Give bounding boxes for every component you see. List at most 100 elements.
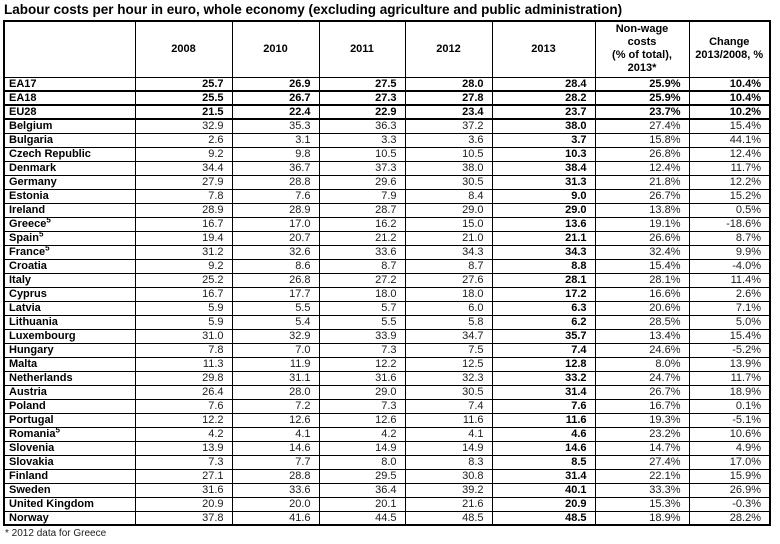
table-row: EU28 21.5 22.4 22.9 23.4 23.7 23.7% 10.2% [3, 104, 771, 120]
value-2011: 4.2 [318, 426, 406, 442]
col-header-nonwage-costs: Non-wage costs (% of total), 2013* [594, 20, 690, 78]
change-value: 13.9% [688, 356, 771, 372]
value-2013: 13.6 [491, 216, 596, 232]
table-row: Austria 26.4 28.0 29.0 30.5 31.4 26.7% 18.9% [3, 384, 771, 400]
value-2012: 38.0 [404, 160, 493, 176]
value-2008: 37.8 [134, 510, 233, 526]
change-value: 10.4% [688, 90, 771, 106]
value-2008: 16.7 [134, 216, 233, 232]
value-2013: 38.0 [491, 118, 596, 134]
value-2010: 12.6 [231, 412, 320, 428]
value-2013: 31.4 [491, 384, 596, 400]
nonwage-value: 13.8% [594, 202, 690, 218]
value-2011: 12.2 [318, 356, 406, 372]
nonwage-value: 28.5% [594, 314, 690, 330]
value-2012: 15.0 [404, 216, 493, 232]
value-2010: 20.7 [231, 230, 320, 246]
value-2008: 2.6 [134, 132, 233, 148]
nonwage-value: 23.2% [594, 426, 690, 442]
value-2008: 25.2 [134, 272, 233, 288]
value-2008: 11.3 [134, 356, 233, 372]
table-row: Czech Republic 9.2 9.8 10.5 10.5 10.3 26.8% 12.… [3, 146, 771, 162]
value-2010: 3.1 [231, 132, 320, 148]
value-2008: 32.9 [134, 118, 233, 134]
nonwage-value: 26.7% [594, 384, 690, 400]
nonwage-value: 25.9% [594, 76, 690, 92]
value-2008: 7.8 [134, 188, 233, 204]
value-2010: 7.6 [231, 188, 320, 204]
value-2010: 4.1 [231, 426, 320, 442]
value-2011: 3.3 [318, 132, 406, 148]
country-label: Bulgaria [3, 132, 136, 148]
nonwage-value: 14.7% [594, 440, 690, 456]
change-value: 10.2% [688, 104, 771, 120]
country-label: Cyprus [3, 286, 136, 302]
country-label: EU28 [3, 104, 136, 120]
value-2013: 8.5 [491, 454, 596, 470]
change-value: 28.2% [688, 510, 771, 526]
value-2012: 4.1 [404, 426, 493, 442]
value-2011: 12.6 [318, 412, 406, 428]
nonwage-value: 19.1% [594, 216, 690, 232]
value-2011: 33.9 [318, 328, 406, 344]
value-2011: 33.6 [318, 244, 406, 260]
value-2011: 28.7 [318, 202, 406, 218]
change-value: 5.0% [688, 314, 771, 330]
nonwage-value: 21.8% [594, 174, 690, 190]
value-2013: 40.1 [491, 482, 596, 498]
value-2010: 8.6 [231, 258, 320, 274]
footnote-marker: 5 [46, 217, 51, 225]
table-row: France5 31.2 32.6 33.6 34.3 34.3 32.4% 9.9% [3, 244, 771, 260]
value-2012: 23.4 [404, 104, 493, 120]
value-2010: 32.6 [231, 244, 320, 260]
value-2010: 41.6 [231, 510, 320, 526]
footnote-marker: 5 [38, 231, 44, 239]
value-2012: 32.3 [404, 370, 493, 386]
country-label: Malta [3, 356, 136, 372]
value-2013: 17.2 [491, 286, 596, 302]
value-2013: 11.6 [491, 412, 596, 428]
value-2011: 21.2 [318, 230, 406, 246]
table-row: Latvia 5.9 5.5 5.7 6.0 6.3 20.6% 7.1% [3, 300, 771, 316]
value-2010: 31.1 [231, 370, 320, 386]
country-label: Estonia [3, 188, 136, 204]
value-2013: 29.0 [491, 202, 596, 218]
value-2010: 26.8 [231, 272, 320, 288]
nonwage-value: 26.8% [594, 146, 690, 162]
value-2012: 27.6 [404, 272, 493, 288]
value-2013: 23.7 [491, 104, 596, 120]
value-2010: 26.9 [231, 76, 320, 92]
value-2011: 7.3 [318, 342, 406, 358]
change-value: 17.0% [688, 454, 771, 470]
country-label: Sweden [3, 482, 136, 498]
value-2008: 7.3 [134, 454, 233, 470]
value-2008: 27.9 [134, 174, 233, 190]
nonwage-value: 33.3% [594, 482, 690, 498]
value-2010: 17.7 [231, 286, 320, 302]
country-label: Poland [3, 398, 136, 414]
country-label: Czech Republic [3, 146, 136, 162]
value-2012: 8.4 [404, 188, 493, 204]
country-label: Norway [3, 510, 136, 526]
nonwage-value: 22.1% [594, 468, 690, 484]
value-2010: 32.9 [231, 328, 320, 344]
country-label: Portugal [3, 412, 136, 428]
table-row: Denmark 34.4 36.7 37.3 38.0 38.4 12.4% 11.7% [3, 160, 771, 176]
value-2013: 9.0 [491, 188, 596, 204]
value-2008: 7.8 [134, 342, 233, 358]
table-row: Bulgaria 2.6 3.1 3.3 3.6 3.7 15.8% 44.1% [3, 132, 771, 148]
table-row: EA17 25.7 26.9 27.5 28.0 28.4 25.9% 10.4% [3, 76, 771, 92]
value-2012: 30.5 [404, 174, 493, 190]
value-2013: 21.1 [491, 230, 596, 246]
value-2013: 34.3 [491, 244, 596, 260]
table-row: Ireland 28.9 28.9 28.7 29.0 29.0 13.8% 0.5% [3, 202, 771, 218]
col-header-2011: 2011 [318, 20, 406, 78]
value-2013: 35.7 [491, 328, 596, 344]
value-2011: 44.5 [318, 510, 406, 526]
change-value: 11.4% [688, 272, 771, 288]
col-header-change: Change 2013/2008, % [688, 20, 771, 78]
nonwage-value: 32.4% [594, 244, 690, 260]
change-value: 12.2% [688, 174, 771, 190]
value-2013: 3.7 [491, 132, 596, 148]
